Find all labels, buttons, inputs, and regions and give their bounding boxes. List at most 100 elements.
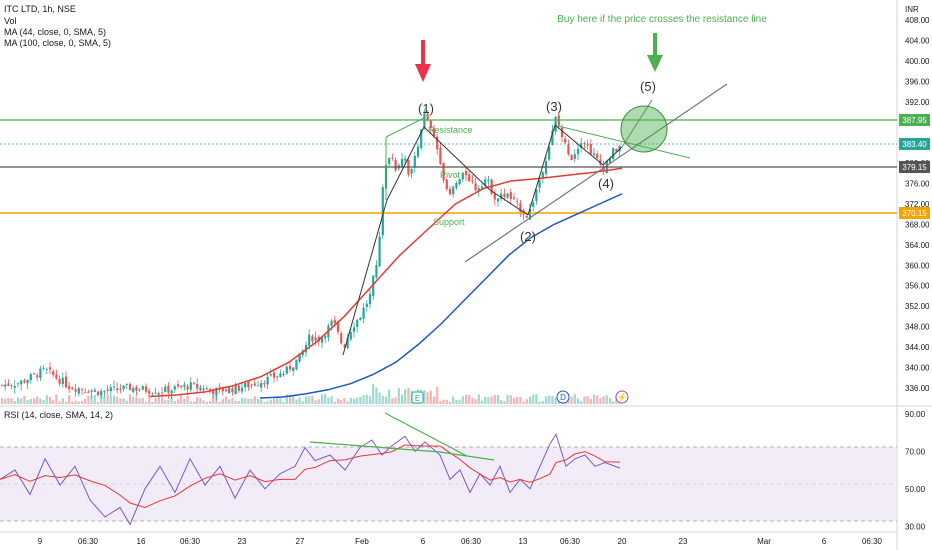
legend-ma100[interactable]: MA (100, close, 0, SMA, 5): [4, 38, 112, 48]
candle-body: [196, 384, 199, 389]
candle-body: [20, 380, 23, 385]
candle-body: [74, 389, 77, 392]
volume-bar: [544, 396, 548, 404]
volume-bar: [279, 398, 282, 404]
volume-bar: [218, 401, 221, 404]
candle-body: [308, 334, 311, 346]
volume-bar: [29, 398, 32, 404]
candle-body: [420, 129, 423, 149]
svg-text:387.95: 387.95: [902, 116, 927, 125]
candle-body: [29, 374, 32, 381]
candle-body: [560, 127, 564, 138]
volume-bar: [349, 397, 352, 404]
volume-bar: [432, 396, 436, 404]
candle-body: [282, 373, 285, 376]
volume-bar: [324, 394, 327, 404]
volume-bar: [240, 397, 244, 404]
legend-ma44[interactable]: MA (44, close, 0, SMA, 5): [4, 27, 107, 37]
price-tick-label: 352.00: [905, 302, 930, 311]
volume-bar: [512, 397, 516, 404]
time-tick-label: 13: [519, 537, 528, 546]
volume-bar: [554, 397, 557, 404]
upper-trend-line[interactable]: [557, 125, 691, 159]
support-label: Support: [433, 217, 465, 227]
legend-symbol[interactable]: ITC LTD, 1h, NSE: [4, 4, 76, 14]
candle-body: [416, 146, 420, 157]
volume-bar: [128, 394, 132, 404]
volume-bar: [221, 399, 224, 404]
candle-body: [36, 375, 39, 378]
volume-bar: [429, 390, 432, 404]
candle-body: [541, 172, 544, 179]
candle-body: [256, 385, 260, 387]
price-tick-label: 360.00: [905, 261, 930, 270]
volume-bar: [311, 395, 314, 404]
rsi-tick-label: 30.00: [905, 522, 926, 531]
candle-body: [148, 390, 151, 394]
candle-body: [253, 383, 256, 386]
buy-zone-circle[interactable]: [620, 105, 668, 153]
candle-body: [103, 391, 106, 392]
volume-bar: [208, 401, 212, 404]
volume-bar: [509, 395, 512, 404]
volume-bar: [282, 401, 285, 404]
price-tick-label: 392.00: [905, 98, 930, 107]
wave-1-lines: [342, 126, 529, 356]
volume-bar: [64, 401, 68, 404]
flash-marker-icon[interactable]: ⚡: [615, 390, 629, 404]
time-tick-label: 06:30: [862, 537, 883, 546]
volume-bar: [487, 397, 490, 404]
volume-bar: [109, 395, 112, 404]
trend-line[interactable]: [464, 83, 728, 263]
volume-bar: [269, 399, 272, 404]
price-axis[interactable]: [897, 0, 932, 550]
volume-bar: [13, 401, 16, 404]
candle-body: [266, 376, 269, 385]
volume-bar: [48, 396, 52, 404]
earnings-marker-icon[interactable]: E: [411, 391, 424, 404]
volume-bar: [58, 401, 61, 404]
currency-label: INR: [905, 5, 919, 14]
candle-body: [477, 188, 480, 192]
volume-bar: [231, 397, 234, 404]
time-tick-label: 20: [618, 537, 627, 546]
volume-bar: [484, 396, 487, 404]
candle-body: [80, 389, 84, 391]
candle-body: [208, 388, 212, 390]
price-tick-label: 336.00: [905, 384, 930, 393]
price-tick-label: 344.00: [905, 343, 930, 352]
candle-body: [199, 387, 202, 391]
legend-rsi[interactable]: RSI (14, close, SMA, 14, 2): [4, 410, 114, 420]
dividend-marker-icon[interactable]: D: [556, 390, 570, 404]
candle-body: [55, 374, 58, 379]
candle-body: [39, 368, 42, 378]
candle-body: [122, 385, 125, 390]
support-price-badge: 370.15: [899, 207, 930, 219]
volume-bar: [87, 395, 90, 404]
volume-bar: [557, 401, 560, 404]
price-tick-label: 364.00: [905, 241, 930, 250]
candle-body: [528, 208, 532, 220]
candle-body: [324, 336, 327, 339]
candle-body: [167, 385, 170, 393]
volume-bar: [522, 401, 525, 404]
volume-bar: [122, 398, 125, 404]
volume-bar: [436, 386, 439, 404]
buy-note: Buy here if the price crosses the resist…: [557, 14, 767, 25]
candle-body: [599, 159, 602, 165]
candle-body: [141, 386, 144, 390]
candle-body: [176, 384, 180, 387]
candle-body: [234, 384, 237, 395]
volume-bar: [452, 396, 455, 404]
volume-bar: [71, 401, 74, 404]
candle-body: [509, 192, 512, 199]
candle-body: [4, 384, 7, 387]
legend-vol[interactable]: Vol: [4, 16, 17, 26]
candle-body: [298, 353, 301, 362]
volume-bar: [212, 394, 215, 404]
volume-bar: [308, 396, 311, 404]
volume-bar: [154, 397, 157, 404]
volume-bar: [288, 395, 292, 404]
candle-body: [128, 384, 132, 391]
